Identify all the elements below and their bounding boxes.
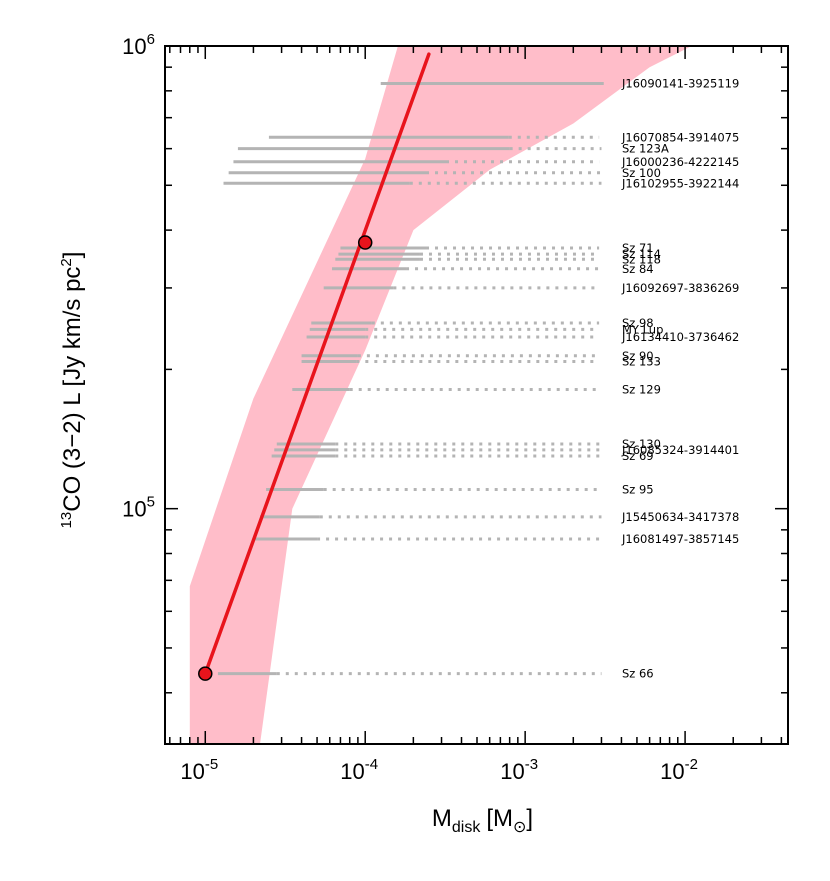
source-label: Sz 69 bbox=[622, 449, 654, 463]
source-label: J16102955-3922144 bbox=[621, 176, 739, 190]
x-tick-label: 10-4 bbox=[340, 756, 378, 784]
source-label: Sz 130 bbox=[622, 437, 661, 451]
source-label: J16134410-3736462 bbox=[621, 330, 739, 344]
source-label: Sz 133 bbox=[622, 355, 661, 369]
model-point-marker bbox=[357, 235, 373, 250]
source-label: J16092697-3836269 bbox=[621, 281, 739, 295]
model-line bbox=[203, 52, 431, 676]
x-tick-label: 10-3 bbox=[500, 756, 538, 784]
x-tick-label: 10-5 bbox=[180, 756, 218, 784]
source-label: Sz 66 bbox=[622, 667, 654, 681]
source-label: Sz 100 bbox=[622, 166, 661, 180]
source-label: Sz 98 bbox=[622, 316, 654, 330]
y-axis-title: 13CO (3−2) L [Jy km/s pc2] bbox=[58, 252, 86, 529]
source-label: Sz 90 bbox=[622, 349, 654, 363]
y-tick-label: 106 bbox=[122, 31, 155, 59]
x-axis-title: Mdisk [M⊙] bbox=[432, 805, 533, 836]
y-axis-title-text: 13CO (3−2) L [Jy km/s pc2] bbox=[58, 252, 86, 529]
source-label: J16070854-3914075 bbox=[621, 130, 739, 144]
source-label: J16081497-3857145 bbox=[621, 532, 739, 546]
source-label: Sz 123A bbox=[622, 142, 669, 156]
source-label: Sz 118 bbox=[622, 252, 661, 266]
source-label: J16000236-4222145 bbox=[621, 155, 739, 169]
source-label: Sz 71 bbox=[622, 241, 654, 255]
source-label: J16090141-3925119 bbox=[621, 76, 739, 90]
source-label: Sz 84 bbox=[622, 262, 654, 276]
x-tick-label: 10-2 bbox=[660, 756, 698, 784]
source-label: Sz 95 bbox=[622, 483, 654, 497]
y-tick-label: 105 bbox=[122, 494, 155, 522]
source-label: J16085324-3914401 bbox=[621, 443, 739, 457]
source-label: Sz 114 bbox=[622, 247, 661, 261]
source-label: Sz 129 bbox=[622, 382, 661, 396]
axes: 10-5 10-4 10-3 10-2 105 106 Mdisk [M⊙] 13CO (3−2… bbox=[58, 31, 789, 836]
plot-area bbox=[189, 46, 692, 744]
source-label: MY Lup bbox=[622, 322, 663, 336]
source-label: J15450634-3417378 bbox=[621, 510, 739, 524]
model-point-marker bbox=[198, 666, 213, 681]
model-band bbox=[189, 46, 692, 744]
